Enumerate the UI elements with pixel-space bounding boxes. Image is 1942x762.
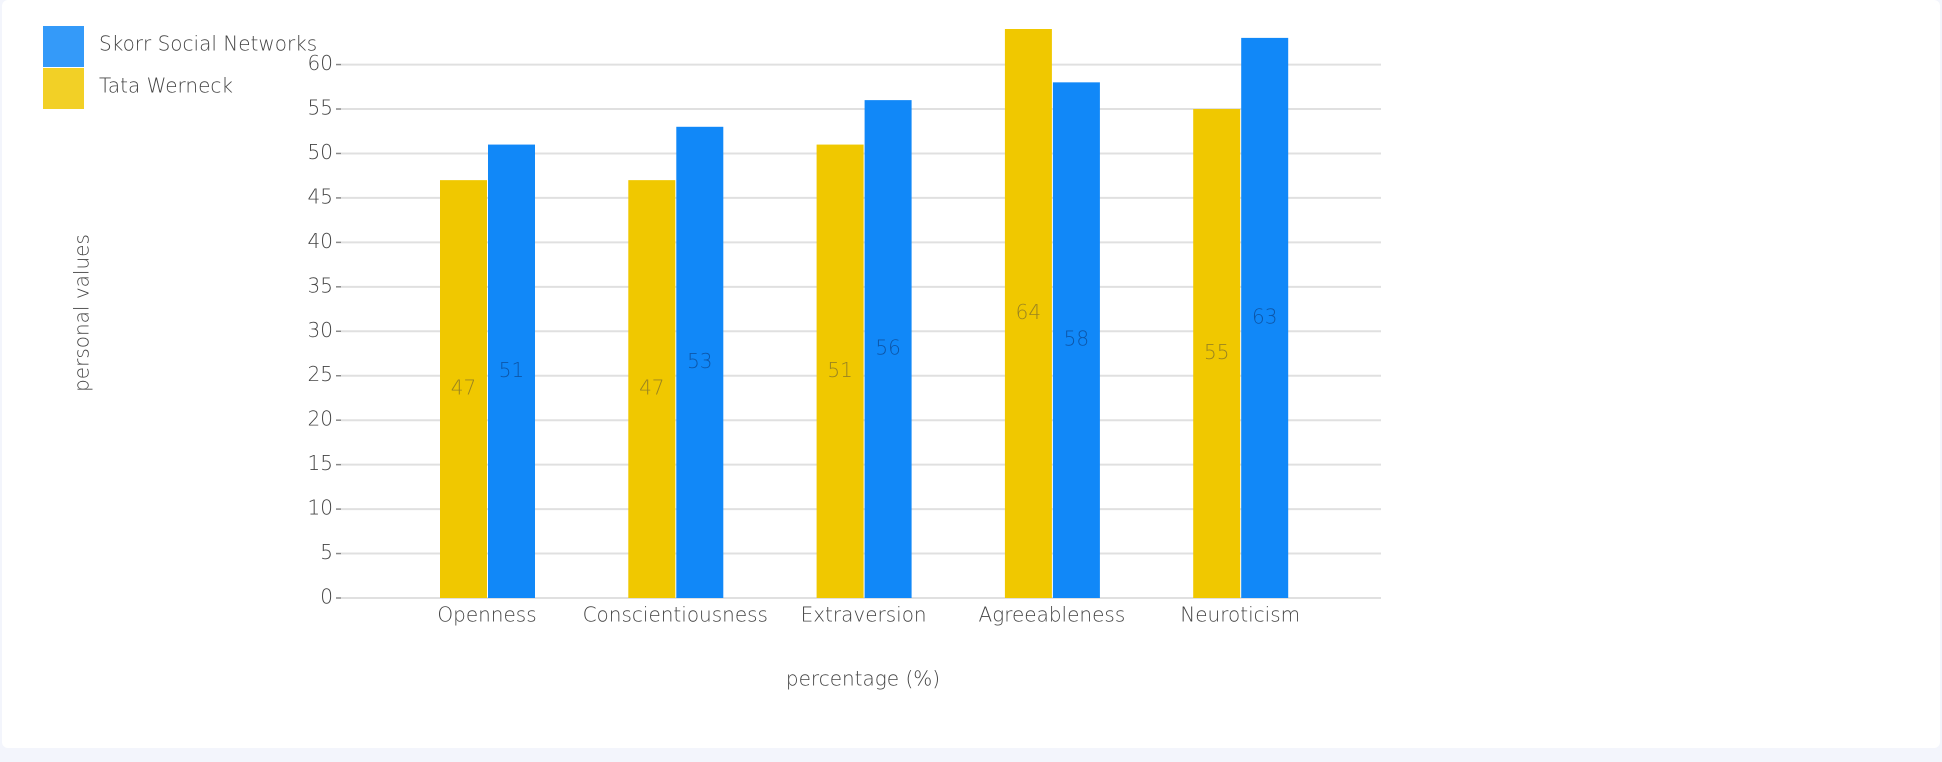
y-tick-label: 40 bbox=[308, 229, 333, 253]
legend-label: Skorr Social Networks bbox=[99, 32, 317, 56]
bar-value-label: 58 bbox=[1064, 327, 1089, 351]
legend-label: Tata Werneck bbox=[99, 74, 233, 98]
y-tick-label: 5 bbox=[320, 540, 333, 564]
x-tick-label: Extraversion bbox=[801, 603, 927, 627]
x-axis-title: percentage (%) bbox=[786, 667, 940, 691]
y-tick-label: 30 bbox=[308, 318, 333, 342]
card bbox=[2, 0, 1940, 748]
bar bbox=[864, 100, 912, 598]
bar-value-label: 47 bbox=[639, 376, 664, 400]
y-tick-label: 45 bbox=[308, 184, 333, 208]
x-tick-label: Agreeableness bbox=[979, 603, 1126, 627]
x-tick-label: Openness bbox=[437, 603, 536, 627]
bar bbox=[816, 144, 864, 598]
x-tick-label: Conscientiousness bbox=[583, 603, 768, 627]
bar-value-label: 55 bbox=[1204, 340, 1229, 364]
y-tick-label: 20 bbox=[308, 407, 333, 431]
y-tick-label: 50 bbox=[308, 140, 333, 164]
bar-value-label: 63 bbox=[1252, 304, 1277, 328]
x-tick-label: Neuroticism bbox=[1180, 603, 1300, 627]
bar bbox=[1052, 82, 1100, 598]
bar bbox=[676, 126, 724, 598]
bar bbox=[628, 180, 676, 598]
y-tick-label: 60 bbox=[308, 51, 333, 75]
bar-value-label: 56 bbox=[875, 336, 900, 360]
bar-value-label: 51 bbox=[827, 358, 852, 382]
y-axis-title: personal values bbox=[70, 234, 94, 392]
bar-value-label: 64 bbox=[1016, 300, 1041, 324]
y-tick-label: 55 bbox=[308, 96, 333, 120]
y-tick-label: 10 bbox=[308, 496, 333, 520]
y-tick-label: 0 bbox=[320, 585, 333, 609]
bar bbox=[1241, 37, 1289, 598]
bar bbox=[488, 144, 535, 598]
legend-swatch bbox=[43, 68, 84, 109]
y-tick-label: 15 bbox=[308, 451, 333, 475]
bar bbox=[1004, 29, 1052, 598]
legend-swatch bbox=[43, 26, 84, 67]
bar bbox=[440, 180, 487, 598]
bar-value-label: 53 bbox=[687, 349, 712, 373]
bar-value-label: 47 bbox=[451, 376, 476, 400]
y-tick-label: 35 bbox=[308, 273, 333, 297]
bar bbox=[1193, 109, 1241, 598]
y-tick-label: 25 bbox=[308, 362, 333, 386]
bar-value-label: 51 bbox=[499, 358, 524, 382]
